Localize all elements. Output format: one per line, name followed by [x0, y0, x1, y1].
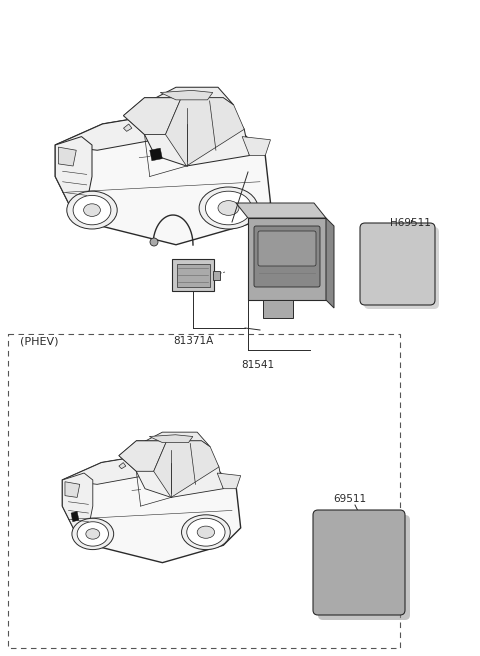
Polygon shape — [55, 136, 92, 208]
FancyBboxPatch shape — [213, 270, 219, 279]
Ellipse shape — [187, 518, 225, 546]
FancyBboxPatch shape — [254, 226, 320, 287]
Polygon shape — [55, 113, 166, 150]
Ellipse shape — [181, 515, 230, 550]
Ellipse shape — [72, 518, 114, 550]
Polygon shape — [136, 432, 210, 447]
Polygon shape — [123, 98, 250, 166]
Polygon shape — [217, 473, 240, 489]
Ellipse shape — [67, 191, 117, 229]
Polygon shape — [144, 87, 234, 105]
Polygon shape — [62, 473, 93, 532]
FancyBboxPatch shape — [313, 510, 405, 615]
FancyBboxPatch shape — [258, 231, 316, 266]
Polygon shape — [119, 441, 223, 497]
Ellipse shape — [73, 195, 111, 225]
Polygon shape — [119, 462, 126, 468]
Polygon shape — [149, 435, 193, 443]
Polygon shape — [154, 441, 219, 497]
Polygon shape — [62, 454, 154, 484]
Ellipse shape — [218, 201, 239, 215]
Ellipse shape — [197, 526, 215, 539]
FancyBboxPatch shape — [360, 223, 435, 305]
Ellipse shape — [77, 522, 108, 546]
Polygon shape — [236, 203, 326, 218]
Polygon shape — [242, 136, 271, 155]
Circle shape — [150, 238, 158, 246]
Ellipse shape — [84, 204, 100, 216]
Polygon shape — [123, 124, 132, 131]
FancyBboxPatch shape — [364, 227, 439, 309]
Polygon shape — [263, 300, 293, 318]
Ellipse shape — [86, 529, 100, 539]
Polygon shape — [55, 113, 271, 245]
Polygon shape — [150, 148, 162, 161]
Polygon shape — [62, 454, 240, 563]
Text: 69511: 69511 — [334, 494, 367, 504]
Polygon shape — [71, 511, 79, 522]
Text: H69511: H69511 — [390, 218, 431, 228]
Polygon shape — [326, 218, 334, 308]
Polygon shape — [166, 98, 244, 166]
FancyBboxPatch shape — [172, 259, 214, 291]
FancyBboxPatch shape — [177, 264, 209, 287]
Text: (PHEV): (PHEV) — [20, 336, 59, 346]
Text: 81371A: 81371A — [173, 336, 213, 346]
Text: 81541: 81541 — [241, 360, 275, 370]
FancyBboxPatch shape — [318, 515, 410, 620]
Polygon shape — [119, 441, 167, 471]
Polygon shape — [123, 98, 181, 134]
Polygon shape — [59, 147, 76, 166]
Polygon shape — [160, 91, 213, 100]
Ellipse shape — [199, 187, 258, 229]
Ellipse shape — [205, 191, 252, 225]
Polygon shape — [248, 218, 326, 300]
Polygon shape — [65, 482, 80, 497]
